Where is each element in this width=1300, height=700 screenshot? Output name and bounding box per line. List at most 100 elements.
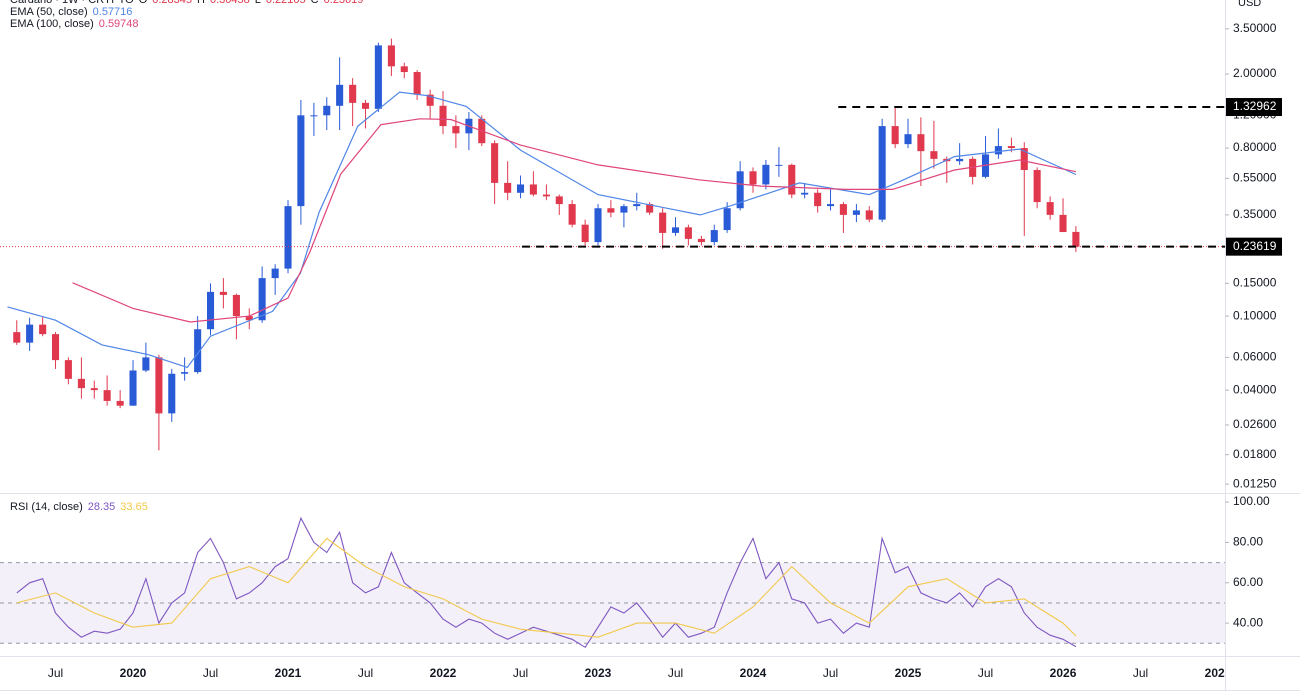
legend-value: 0.57716 (93, 6, 133, 18)
candle-body (697, 238, 705, 243)
candle-body (555, 196, 563, 205)
y-tick-label: 0.01250 (1233, 476, 1277, 490)
ema-line (7, 91, 1077, 369)
x-tick-label: Jul (203, 666, 218, 680)
ohlc-label: C (311, 0, 319, 6)
symbol-title: Cardano · 1W · CRYPTO (10, 0, 134, 6)
candle-body (168, 373, 176, 414)
y-tick-label: 100.00 (1233, 494, 1270, 508)
candle-body (51, 334, 60, 361)
candle-body (994, 146, 1002, 155)
candle-body (310, 115, 318, 117)
y-tick-label: 0.01800 (1233, 447, 1277, 461)
candle-body (1072, 231, 1080, 247)
ohlc-label: L (255, 0, 261, 6)
candle-body (1033, 169, 1041, 203)
candle-body (219, 291, 227, 295)
legend-name: EMA (50, close) (10, 6, 88, 18)
x-tick-label: 2026 (1050, 666, 1077, 680)
y-tick-label: 0.80000 (1233, 140, 1277, 154)
x-tick-label: 2025 (895, 666, 922, 680)
candle-body (26, 324, 34, 343)
candle-body (284, 206, 292, 269)
candle-body (581, 224, 589, 243)
candle-body (607, 208, 615, 213)
x-tick-label: Jul (978, 666, 993, 680)
candle-body (245, 316, 253, 321)
candle-body (64, 360, 72, 379)
x-tick-label: 2027 (1205, 666, 1232, 680)
candle-body (904, 134, 912, 145)
candle-body (568, 204, 576, 225)
rsi-line (16, 537, 1077, 638)
y-tick-label: 0.06000 (1233, 350, 1277, 364)
candle-body (878, 126, 886, 220)
y-tick-label: 0.02600 (1233, 417, 1277, 431)
candle-body (930, 151, 938, 159)
rsi-band (0, 562, 1225, 644)
candle-body (232, 294, 240, 317)
y-tick-label: 2.00000 (1233, 66, 1277, 80)
x-tick-label: 2022 (430, 666, 457, 680)
candle-body (801, 192, 809, 195)
candle-body (116, 400, 124, 406)
y-tick-label: 0.55000 (1233, 171, 1277, 185)
ohlc-value: 0.30458 (210, 0, 250, 6)
x-tick-label: 2020 (120, 666, 147, 680)
y-tick-label: 0.35000 (1233, 207, 1277, 221)
candle-body (1059, 214, 1067, 233)
candle-body (336, 84, 344, 106)
candle-body (529, 184, 537, 195)
candle-body (90, 388, 98, 391)
candle-body (839, 204, 847, 215)
candle-body (400, 66, 408, 73)
candle-body (775, 164, 783, 166)
candle-body (349, 84, 357, 103)
x-tick-label: Jul (358, 666, 373, 680)
candle-body (865, 210, 873, 220)
candle-body (426, 94, 434, 106)
candle-body (684, 227, 692, 239)
time-axis: Jul 2020 Jul 2021 Jul 2022 Jul 2023 Jul 2024 Jul 20… (48, 666, 1232, 680)
candle-body (142, 357, 150, 371)
y-tick-label: 80.00 (1233, 535, 1263, 549)
candle-body (788, 164, 796, 195)
x-tick-label: Jul (668, 666, 683, 680)
candle-body (620, 206, 628, 213)
candle-body (413, 72, 421, 95)
ohlc-label: H (197, 0, 205, 6)
ohlc-value: 0.23619 (324, 0, 364, 6)
legend-value: 28.35 (88, 501, 116, 513)
candle-body (129, 370, 137, 406)
candle-body (671, 227, 680, 233)
candle-body (633, 204, 641, 207)
candle-body (194, 329, 202, 373)
candle-body (13, 332, 21, 343)
x-tick-label: 2024 (740, 666, 767, 680)
candle-body (439, 105, 447, 127)
candle-body (374, 45, 382, 109)
candle-body (917, 134, 925, 152)
x-tick-label: 2023 (585, 666, 612, 680)
candle-body (491, 143, 499, 183)
legend-value: 0.59748 (99, 18, 139, 30)
candle-body (77, 378, 85, 389)
legend-name: EMA (100, close) (10, 18, 94, 30)
candle-body (271, 268, 279, 279)
candle-body (323, 105, 331, 116)
candle-body (723, 208, 731, 231)
candle-body (39, 324, 47, 335)
y-tick-label: 60.00 (1233, 575, 1263, 589)
candle-body (852, 210, 860, 215)
candle-body (659, 212, 667, 233)
candle-body (258, 278, 266, 321)
level-label-box (1226, 237, 1282, 256)
candle-body (1046, 202, 1054, 215)
candle-body (762, 164, 770, 185)
candle-body (103, 390, 111, 401)
x-tick-label: Jul (823, 666, 838, 680)
legend-value: 33.65 (120, 501, 148, 513)
level-label: 0.23619 (1233, 239, 1277, 253)
candle-body (710, 230, 718, 243)
